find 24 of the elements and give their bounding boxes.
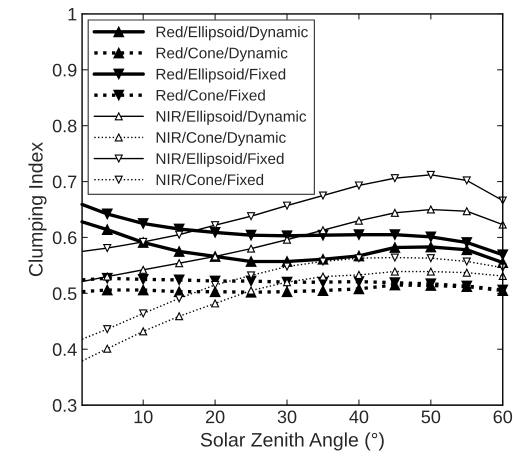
y-tick-label: 0.3: [52, 399, 76, 412]
x-tick-label: 40: [349, 410, 368, 424]
x-axis-title: Solar Zenith Angle (°): [200, 432, 384, 450]
x-tick-label: 10: [134, 410, 153, 424]
legend-label: NIR/Ellipsoid/Fixed: [156, 152, 284, 168]
x-tick-label: 30: [278, 410, 296, 424]
y-axis-title: Clumping Index: [28, 142, 47, 276]
y-tick-label: 0.8: [52, 120, 76, 132]
y-tick-label: 0.9: [52, 64, 76, 76]
y-tick-label: 0.6: [52, 231, 76, 244]
y-tick-label: 0.5: [52, 287, 76, 300]
legend-label: NIR/Cone/Fixed: [156, 174, 264, 186]
y-tick-label: 0.7: [52, 175, 76, 188]
legend-label: NIR/Ellipsoid/Dynamic: [156, 110, 306, 125]
y-tick-label: 0.4: [52, 343, 77, 356]
y-tick-label: 1: [68, 8, 76, 20]
legend-label: Red/Ellipsoid/Fixed: [156, 68, 286, 83]
x-tick-label: 60: [494, 410, 512, 424]
legend-label: Red/Cone/Fixed: [156, 89, 265, 101]
x-tick-label: 20: [206, 410, 224, 424]
legend-label: Red/Cone/Dynamic: [156, 47, 288, 62]
x-tick-label: 50: [422, 410, 440, 424]
legend-label: NIR/Cone/Dynamic: [156, 132, 286, 146]
legend-label: Red/Ellipsoid/Dynamic: [156, 26, 308, 40]
